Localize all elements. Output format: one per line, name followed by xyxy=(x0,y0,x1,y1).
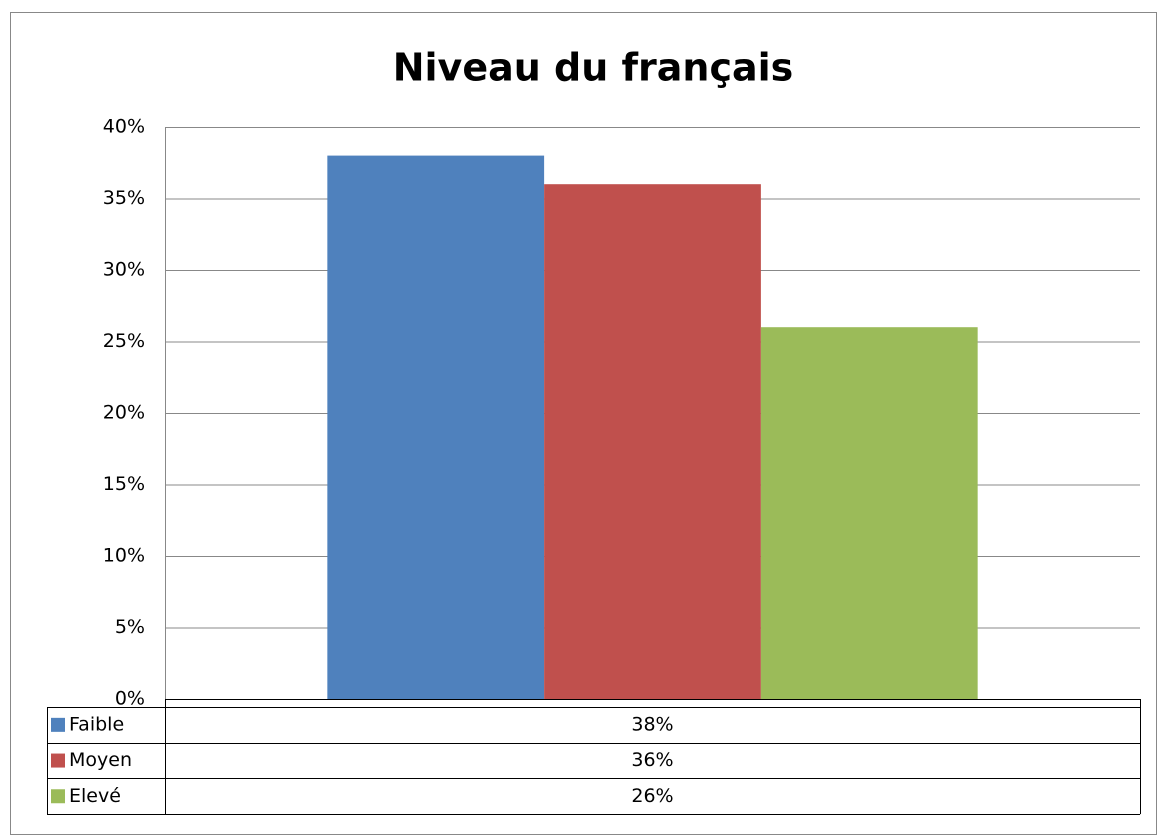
data-label: 26% xyxy=(631,785,673,807)
y-tick-label: 35% xyxy=(103,187,145,209)
y-tick-label: 5% xyxy=(115,616,145,638)
legend-swatch xyxy=(51,717,65,732)
legend-swatch xyxy=(51,789,65,804)
bar xyxy=(760,327,978,699)
legend-label: Moyen xyxy=(69,749,132,771)
bar xyxy=(327,155,545,700)
y-tick-label: 0% xyxy=(115,688,145,710)
legend-swatch xyxy=(51,753,65,768)
y-tick-label: 40% xyxy=(103,116,145,138)
y-tick-label: 10% xyxy=(103,545,145,567)
data-label: 38% xyxy=(631,713,673,735)
legend-label: Elevé xyxy=(69,785,121,807)
y-tick-label: 30% xyxy=(103,259,145,281)
bar xyxy=(544,184,761,699)
legend-label: Faible xyxy=(69,713,124,735)
y-tick-label: 25% xyxy=(103,330,145,352)
chart-title: Niveau du français xyxy=(393,46,794,90)
data-label: 36% xyxy=(631,749,673,771)
y-tick-label: 20% xyxy=(103,402,145,424)
y-tick-label: 15% xyxy=(103,473,145,495)
